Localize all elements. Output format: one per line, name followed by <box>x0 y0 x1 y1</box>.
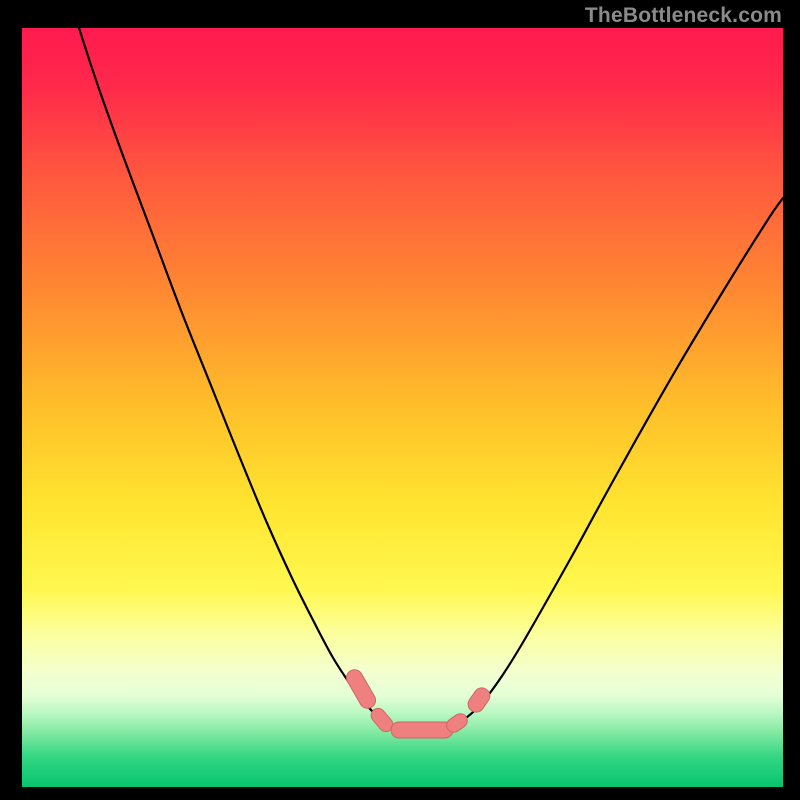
chart-container: TheBottleneck.com <box>0 0 800 800</box>
bottleneck-chart <box>0 0 800 800</box>
lozenge-marker <box>391 722 453 738</box>
watermark-text: TheBottleneck.com <box>585 4 782 28</box>
gradient-background <box>22 28 783 787</box>
